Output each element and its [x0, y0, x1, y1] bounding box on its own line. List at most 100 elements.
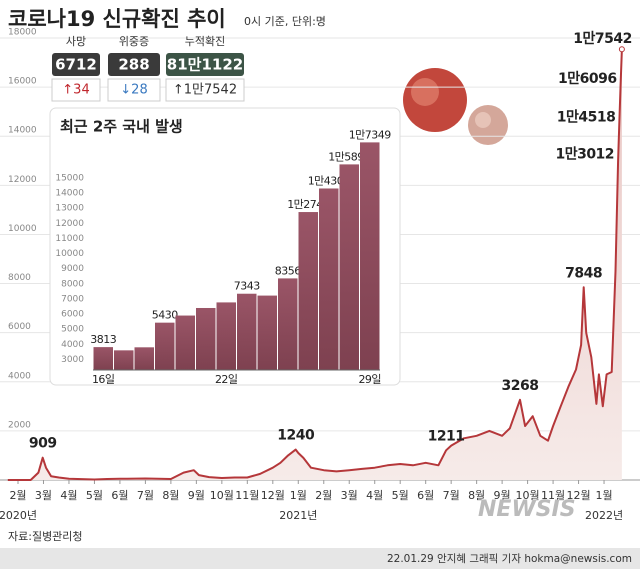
y-tick-label: 11000: [55, 234, 84, 244]
x-tick-label: 12월: [566, 489, 590, 502]
stat-change: ↑1만7542: [173, 83, 237, 98]
x-tick-label: 9월: [188, 489, 205, 502]
x-tick-label: 3월: [35, 489, 52, 502]
y-tick-label: 4000: [8, 371, 31, 381]
x-tick-label: 9월: [494, 489, 511, 502]
value-label: 5430: [152, 309, 178, 322]
x-tick-label: 2월: [315, 489, 332, 502]
value-label: 7343: [234, 280, 260, 293]
stat-value: 288: [118, 56, 149, 74]
x-tick-label: 4월: [366, 489, 383, 502]
y-tick-label: 9000: [61, 264, 84, 274]
y-tick-label: 10000: [55, 249, 84, 259]
y-tick-label: 6000: [61, 310, 84, 320]
stat-box: [108, 53, 160, 76]
x-tick-label: 10월: [516, 489, 540, 502]
y-tick-label: 8000: [61, 279, 84, 289]
annotation: 909: [29, 436, 57, 452]
x-tick-label: 29일: [358, 372, 381, 386]
inset-title: 최근 2주 국내 발생: [60, 118, 183, 136]
line: [7, 49, 623, 481]
y-tick-label: 7000: [61, 294, 84, 304]
x-tick-label: 8월: [468, 489, 485, 502]
stat-label: 누적확진: [185, 35, 225, 48]
x-tick-label: 6월: [111, 489, 128, 502]
bar: [196, 307, 216, 370]
y-tick-label: 18000: [8, 28, 37, 38]
y-tick-label: 2000: [8, 420, 31, 430]
stat-change-box: [51, 78, 101, 102]
title: 코로나19 신규확진 추이: [8, 7, 226, 31]
note: 0시 기준, 단위:명: [244, 15, 326, 28]
stat-change-box: [107, 78, 161, 102]
y-tick-label: 5000: [61, 325, 84, 335]
x-tick-label: 5월: [86, 489, 103, 502]
x-tick-label: 1월: [595, 489, 612, 502]
stat-box: [52, 53, 100, 76]
year-label: 2020년: [0, 509, 37, 522]
bar: [155, 322, 175, 370]
x-tick-label: 3월: [341, 489, 358, 502]
bar: [93, 347, 113, 370]
x-tick-label: 8월: [162, 489, 179, 502]
bar: [114, 350, 134, 370]
y-tick-label: 13000: [55, 204, 84, 214]
year-label: 2021년: [279, 509, 317, 522]
year-label: 2022년: [585, 509, 623, 522]
y-tick-label: 4000: [61, 340, 84, 350]
annotation: 1만6096: [558, 71, 617, 87]
annotation: 1만4518: [557, 110, 616, 126]
bar: [237, 293, 257, 370]
bar: [278, 278, 298, 370]
x-tick-label: 11월: [541, 489, 565, 502]
bar: [175, 315, 195, 370]
bar: [360, 142, 380, 370]
y-tick-label: 12000: [55, 219, 84, 229]
x-tick-label: 6월: [417, 489, 434, 502]
stat-label: 위중증: [119, 35, 149, 48]
end-point: [618, 46, 625, 53]
stat-value: 81만1122: [167, 56, 243, 74]
stat-change: ↓28: [120, 83, 147, 98]
credit: 22.01.29 안지혜 그래픽 기자 hokma@newsis.com: [387, 553, 632, 565]
annotation: 1만3012: [555, 146, 614, 162]
y-tick-label: 12000: [8, 175, 37, 185]
x-tick-label: 7월: [137, 489, 154, 502]
x-tick-label: 4월: [60, 489, 77, 502]
virus-illustration: [403, 68, 508, 145]
annotation: 1240: [277, 428, 315, 444]
annotation: 3268: [501, 378, 538, 394]
x-tick-label: 10월: [210, 489, 234, 502]
y-tick-label: 3000: [61, 355, 84, 365]
y-tick-label: 15000: [55, 173, 84, 183]
x-tick-label: 16일: [92, 372, 115, 386]
x-tick-label: 7월: [443, 489, 460, 502]
stat-value: 6712: [55, 56, 97, 74]
annotation: 1만7542: [573, 31, 632, 47]
bar: [134, 347, 154, 370]
stat-label: 사망: [66, 35, 86, 48]
stat-change-box: [165, 78, 245, 102]
y-tick-label: 6000: [8, 322, 31, 332]
bar: [339, 164, 359, 370]
y-tick-label: 16000: [8, 77, 37, 87]
bar: [298, 212, 318, 370]
y-tick-label: 14000: [55, 189, 84, 199]
x-tick-label: 11월: [235, 489, 259, 502]
stat-box: [166, 53, 244, 76]
logo: NEWSIS: [478, 497, 576, 522]
bar: [319, 188, 339, 370]
x-tick-label: 22일: [215, 372, 238, 386]
value-label: 3813: [90, 333, 116, 346]
footer-bar: [0, 548, 640, 569]
x-tick-label: 12월: [261, 489, 285, 502]
x-tick-label: 5월: [392, 489, 409, 502]
value-label: 8356: [275, 264, 301, 277]
annotation: 7848: [565, 265, 602, 281]
bar: [257, 295, 277, 370]
value-label: 1만7349: [349, 128, 392, 141]
annotation: 1211: [428, 428, 465, 444]
y-tick-label: 10000: [8, 224, 37, 234]
area: [7, 49, 622, 480]
